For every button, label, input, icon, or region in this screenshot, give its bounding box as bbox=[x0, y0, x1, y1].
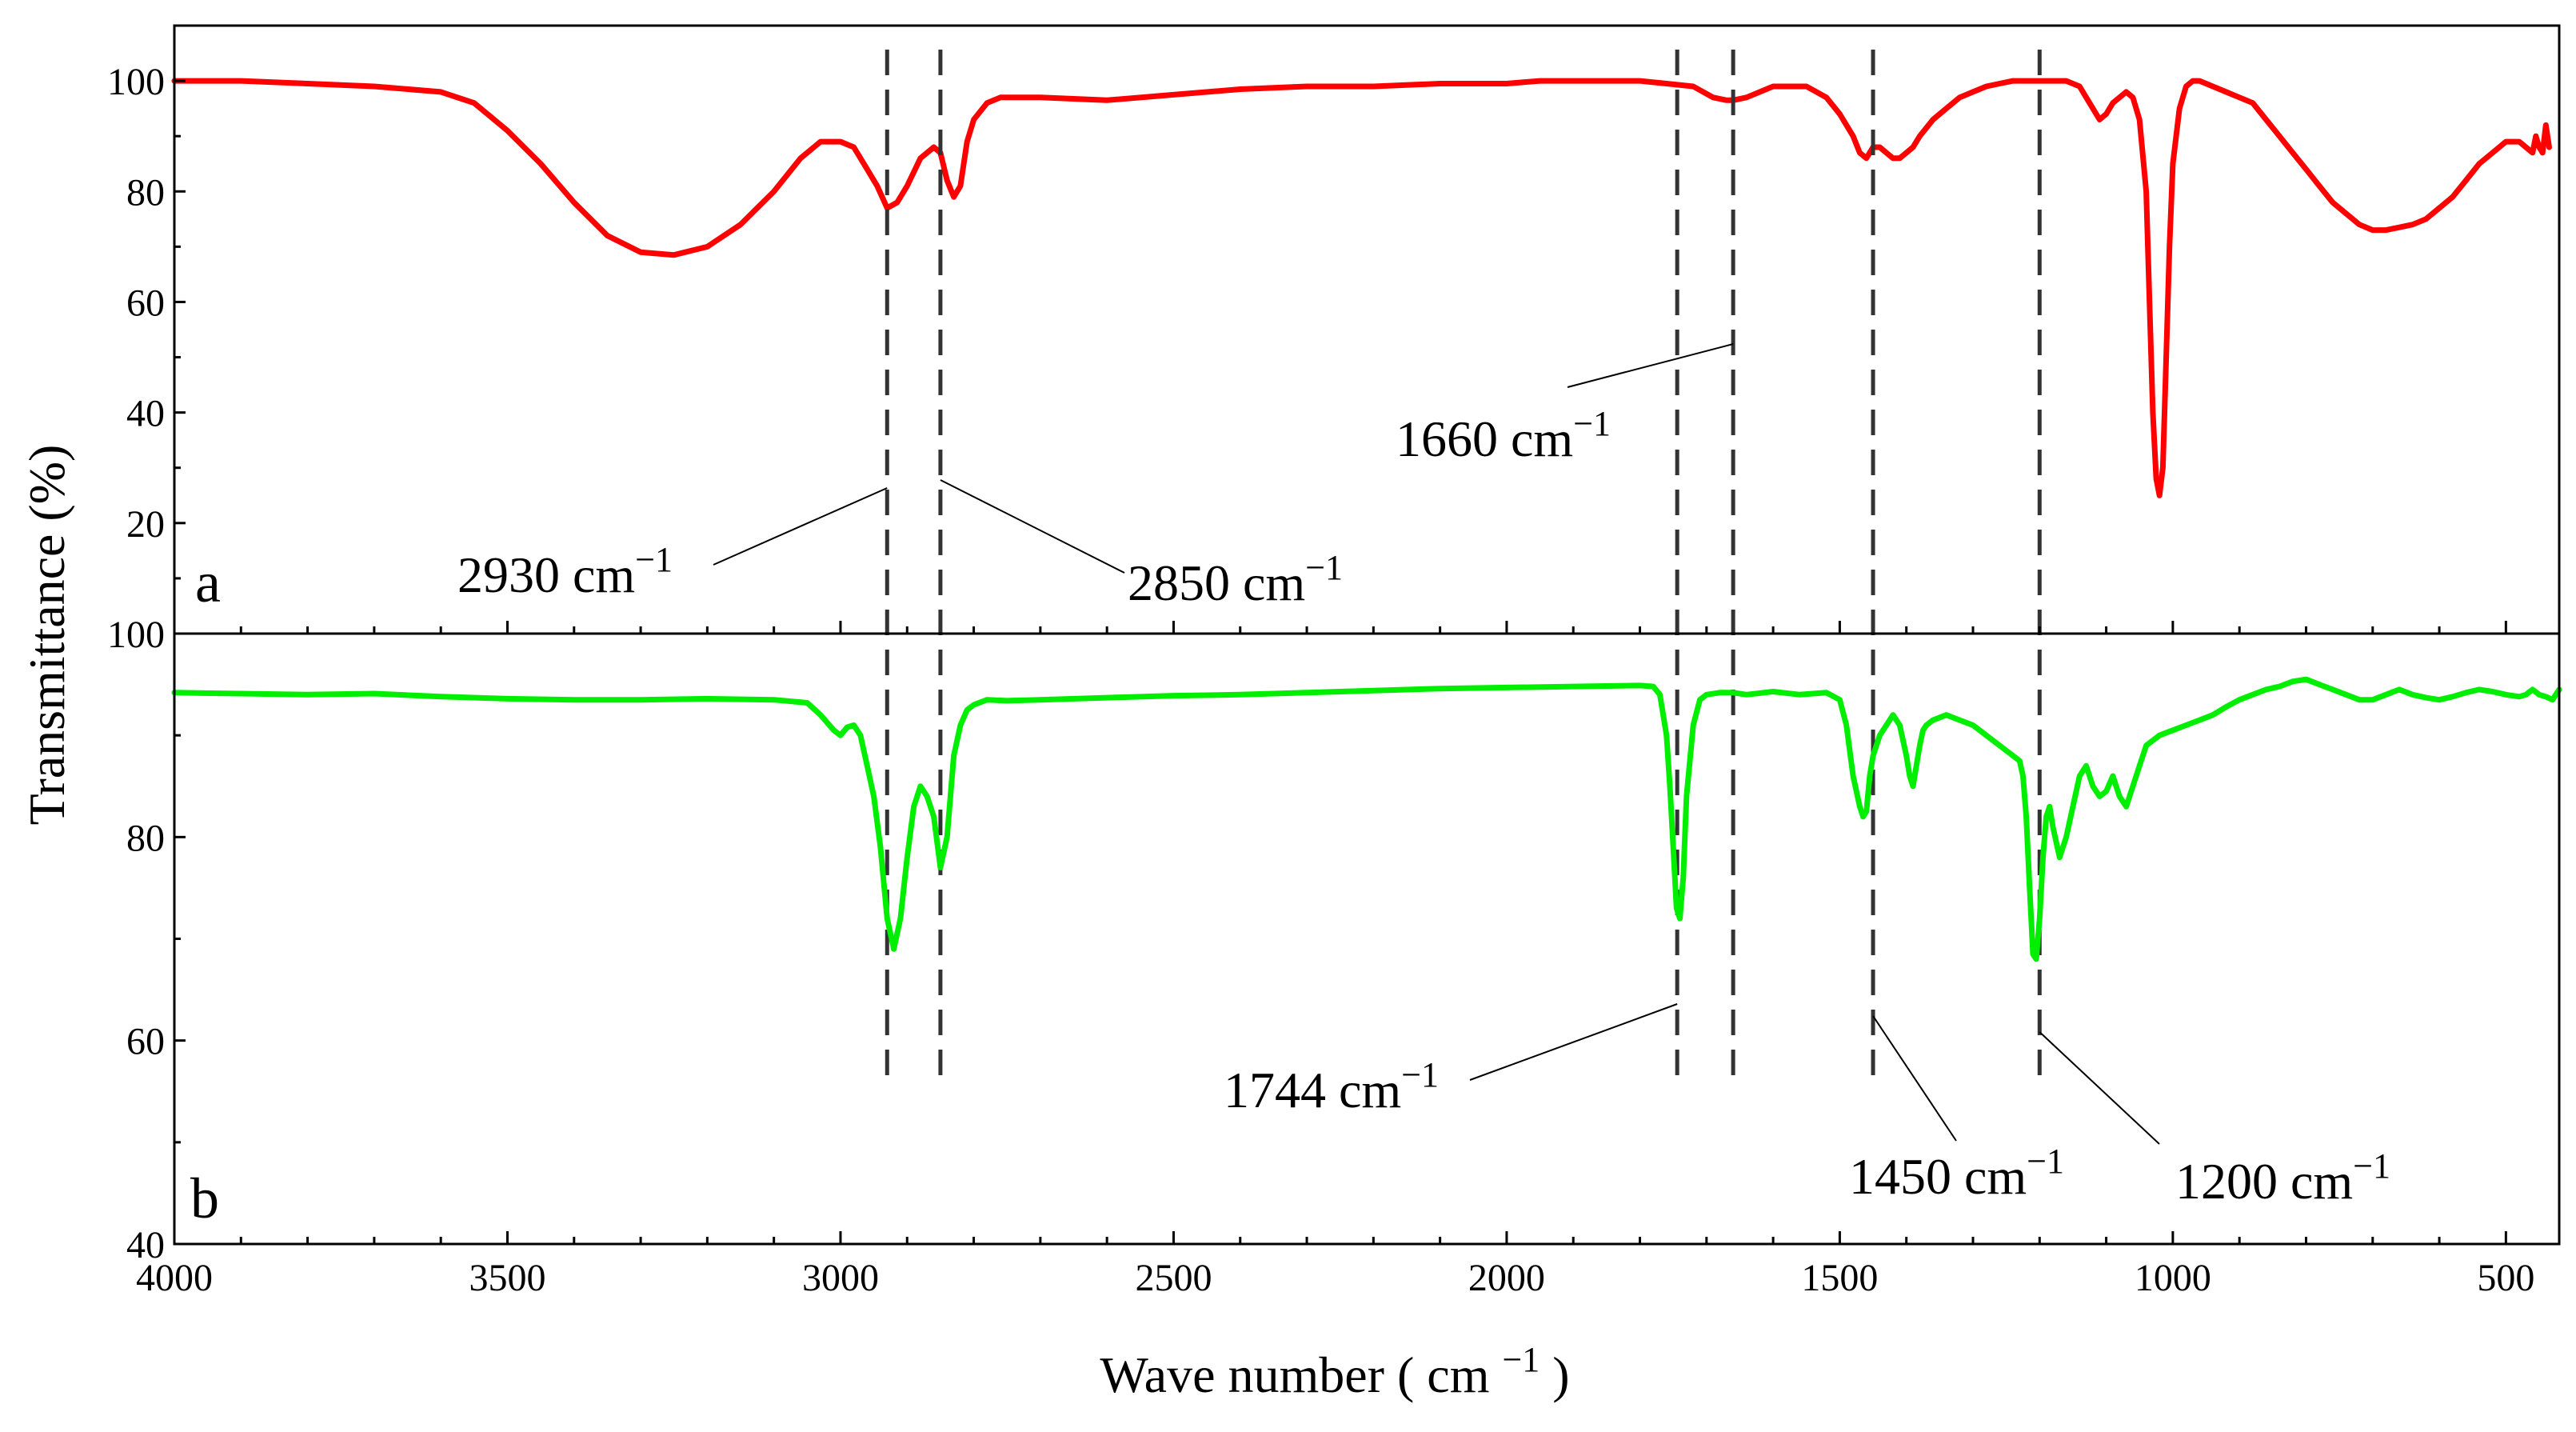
annotation-leader bbox=[1567, 343, 1734, 388]
y-tick-label-b: 100 bbox=[107, 614, 165, 656]
y-tick-label-a: 40 bbox=[126, 393, 165, 435]
x-tick-label: 1000 bbox=[2135, 1257, 2211, 1299]
y-axis-title: Transmittance (%) bbox=[18, 445, 75, 826]
x-axis-title-unit: cm bbox=[1427, 1346, 1489, 1403]
plot-frame-b bbox=[173, 632, 2561, 1246]
annotation-exponent: −1 bbox=[2027, 1142, 2064, 1181]
annotation-exponent: −1 bbox=[1573, 404, 1611, 443]
x-axis-title-open: ( bbox=[1397, 1346, 1414, 1403]
annotation-leader bbox=[1872, 1015, 1957, 1142]
y-tick-label-b: 60 bbox=[126, 1021, 165, 1063]
y-tick-label-b: 80 bbox=[126, 817, 165, 859]
annotation-unit: cm bbox=[1951, 1148, 2027, 1205]
reference-lines-a bbox=[885, 50, 2042, 1086]
panel-label-b: b bbox=[190, 1166, 219, 1230]
annotation-unit: cm bbox=[1498, 410, 1573, 467]
annotation-label: 2930 cm−1 bbox=[457, 540, 673, 603]
annotation-label: 1744 cm−1 bbox=[1224, 1055, 1439, 1118]
y-tick-label-b: 40 bbox=[126, 1224, 165, 1266]
annotation-leader bbox=[940, 479, 1125, 574]
annotation-number: 1200 bbox=[2175, 1153, 2278, 1210]
x-axis-title: Wave number ( cm −1 ) bbox=[1100, 1326, 1569, 1403]
annotation-exponent: −1 bbox=[1305, 548, 1343, 587]
annotation-number: 1660 bbox=[1396, 410, 1498, 467]
annotation-number: 2930 bbox=[457, 546, 560, 603]
spectrum-line-a bbox=[171, 78, 2552, 498]
y-tick-label-a: 80 bbox=[126, 171, 165, 214]
annotation-unit: cm bbox=[2278, 1153, 2353, 1210]
annotation-unit: cm bbox=[1230, 554, 1305, 611]
x-axis-title-close: ) bbox=[1552, 1346, 1569, 1403]
x-axis-title-exponent: −1 bbox=[1502, 1340, 1540, 1379]
annotation-label: 1660 cm−1 bbox=[1396, 404, 1611, 467]
annotation-number: 1450 bbox=[1849, 1148, 1951, 1205]
annotation-label: 1200 cm−1 bbox=[2175, 1146, 2390, 1210]
plot-frames bbox=[173, 24, 2561, 1246]
x-axis-ticks: 4000 3500 3000 2500 2000 1500 1000 500 bbox=[136, 621, 2534, 1299]
y-axis-ticks-a: 100 80 60 40 20 bbox=[107, 24, 186, 635]
x-tick-label: 4000 bbox=[136, 1257, 213, 1299]
annotation-label: 2850 cm−1 bbox=[1128, 548, 1343, 611]
panel-label-a: a bbox=[195, 550, 221, 614]
annotation-leader bbox=[1469, 1003, 1678, 1081]
annotation-unit: cm bbox=[1326, 1062, 1401, 1118]
spectrum-line-b bbox=[171, 676, 2562, 962]
annotation-exponent: −1 bbox=[1401, 1055, 1439, 1094]
x-tick-label: 3000 bbox=[802, 1257, 879, 1299]
annotation-exponent: −1 bbox=[635, 540, 673, 579]
annotation-exponent: −1 bbox=[2353, 1146, 2390, 1186]
x-tick-label: 3500 bbox=[469, 1257, 545, 1299]
annotation-number: 2850 bbox=[1128, 554, 1230, 611]
y-axis-ticks-b: 100 80 60 40 bbox=[107, 614, 186, 1266]
x-axis-title-label: Wave number bbox=[1100, 1346, 1384, 1403]
series-line-a bbox=[171, 78, 2552, 498]
series-line-b bbox=[171, 676, 2562, 962]
annotation-unit: cm bbox=[560, 546, 635, 603]
x-tick-label: 2500 bbox=[1135, 1257, 1212, 1299]
x-tick-label: 1500 bbox=[1801, 1257, 1878, 1299]
annotation-leader bbox=[2039, 1031, 2160, 1145]
y-tick-label-a: 20 bbox=[126, 503, 165, 546]
y-tick-label-a: 100 bbox=[107, 61, 165, 103]
x-tick-label: 500 bbox=[2477, 1257, 2534, 1299]
x-tick-label: 2000 bbox=[1468, 1257, 1545, 1299]
annotation-number: 1744 bbox=[1224, 1062, 1326, 1118]
annotation-label: 1450 cm−1 bbox=[1849, 1142, 2064, 1205]
annotation-leader bbox=[713, 487, 888, 566]
y-tick-label-a: 60 bbox=[126, 282, 165, 324]
